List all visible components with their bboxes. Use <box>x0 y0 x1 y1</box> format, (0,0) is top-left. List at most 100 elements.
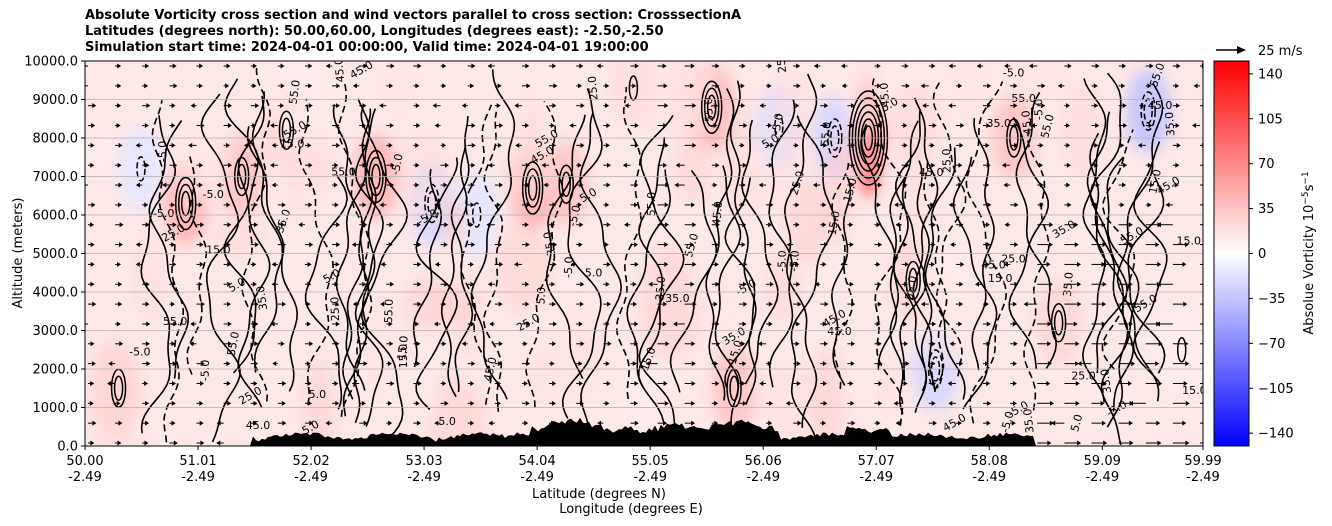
wind-vector-head <box>309 420 314 426</box>
wind-vector-head <box>227 123 232 129</box>
wind-vector-head <box>634 420 639 426</box>
wind-vector-head <box>692 142 697 148</box>
wind-vector-head <box>470 420 475 426</box>
x-tick-label-lon: -2.49 <box>1186 470 1220 485</box>
wind-vector-head <box>922 103 927 109</box>
wind-vector-head <box>361 400 366 406</box>
wind-vector-head <box>691 361 696 367</box>
wind-vector-head <box>920 83 925 89</box>
x-tick-label-lon: -2.49 <box>746 470 780 485</box>
wind-vector-head <box>190 103 195 109</box>
wind-vector-head <box>471 123 476 129</box>
colorbar-gradient <box>1213 60 1250 447</box>
contour-line <box>1023 104 1050 411</box>
wind-vector-head <box>716 341 721 347</box>
wind-vector-head <box>1100 400 1105 406</box>
wind-vector-head <box>552 103 557 109</box>
wind-vector-head <box>1077 301 1082 307</box>
wind-vector-head <box>786 242 791 248</box>
wind-vector-head <box>1156 222 1161 228</box>
wind-vector-head <box>823 380 828 386</box>
vorticity-patch <box>397 129 451 220</box>
wind-vector-head <box>920 301 925 307</box>
contour-ring <box>700 80 723 134</box>
vorticity-patch <box>785 180 829 266</box>
wind-vector-head <box>92 420 97 426</box>
contour-line <box>831 160 854 389</box>
wind-vector-head <box>171 341 176 347</box>
wind-vector-head <box>692 261 697 267</box>
wind-vector-head <box>1183 301 1188 307</box>
vorticity-patch <box>877 362 902 414</box>
vorticity-patch <box>1182 366 1203 446</box>
wind-vector-head <box>850 123 855 129</box>
wind-vector-head <box>432 103 437 109</box>
wind-vector-head <box>633 400 638 406</box>
wind-vector-head <box>335 341 340 347</box>
wind-vector-head <box>226 242 231 248</box>
wind-vector-head <box>1155 361 1160 367</box>
wind-vector-head <box>119 341 124 347</box>
vorticity-blob <box>712 346 757 431</box>
wind-vector-head <box>173 440 178 446</box>
wind-vector-head <box>741 341 746 347</box>
wind-vector-head <box>200 440 205 446</box>
wind-vector-head <box>145 420 150 426</box>
wind-vector-head <box>851 202 856 208</box>
wind-vector-head <box>90 142 95 148</box>
wind-vector-head <box>714 242 719 248</box>
wind-vector-head <box>1120 202 1125 208</box>
wind-vector-head <box>931 400 936 406</box>
wind-vector-head <box>254 162 259 168</box>
wind-vector-head <box>254 341 259 347</box>
y-tick-label: 2000.0 <box>33 363 79 378</box>
wind-vector-head <box>1120 142 1125 148</box>
contour-label: 55.0 <box>331 166 356 179</box>
wind-vector-head <box>361 321 366 327</box>
wind-vector-head <box>433 321 438 327</box>
wind-vector-head <box>769 281 774 287</box>
wind-vector-head <box>1077 281 1082 287</box>
wind-vector-head <box>822 202 827 208</box>
wind-vector-head <box>1077 261 1082 267</box>
wind-vector-head <box>1014 242 1019 248</box>
wind-vector-head <box>690 281 695 287</box>
vorticity-patch <box>440 196 468 247</box>
wind-vector-head <box>665 222 670 228</box>
wind-vector-head <box>692 222 697 228</box>
wind-vector-head <box>90 380 95 386</box>
wind-vector-head <box>199 162 204 168</box>
wind-vector-head <box>1001 162 1006 168</box>
wind-vector-head <box>487 63 492 69</box>
contour-label: 15.0 <box>1176 235 1201 248</box>
wind-vector-head <box>415 83 420 89</box>
wind-vector-head <box>904 261 909 267</box>
wind-vector-head <box>118 281 123 287</box>
colorbar-tick-label: 70 <box>1258 157 1275 172</box>
colorbar-label: Absolue Vorticity 10−5s−1 <box>1301 171 1317 334</box>
wind-vector-head <box>551 400 556 406</box>
wind-vector-head <box>253 380 258 386</box>
wind-vector-head <box>1094 202 1099 208</box>
wind-vector-head <box>226 301 231 307</box>
wind-vector-head <box>308 83 313 89</box>
wind-vector-head <box>742 162 747 168</box>
contour-line <box>470 69 516 400</box>
wind-vector-head <box>795 162 800 168</box>
wind-vector-head <box>470 400 475 406</box>
wind-vector-head <box>335 123 340 129</box>
contour-ring <box>113 375 124 401</box>
wind-vector-head <box>417 301 422 307</box>
contour-ring <box>521 161 544 215</box>
contour-line <box>768 99 796 388</box>
wind-vector-head <box>1047 341 1052 347</box>
x-tick-label-lon: -2.49 <box>972 470 1006 485</box>
wind-vector-head <box>1122 63 1127 69</box>
wind-vector-head <box>740 142 745 148</box>
wind-vector-head <box>822 361 827 367</box>
vorticity-patch <box>85 130 116 173</box>
contour-line <box>460 104 493 405</box>
wind-vector-head <box>1155 242 1160 248</box>
wind-vector-head <box>796 281 801 287</box>
wind-vector-head <box>645 361 650 367</box>
